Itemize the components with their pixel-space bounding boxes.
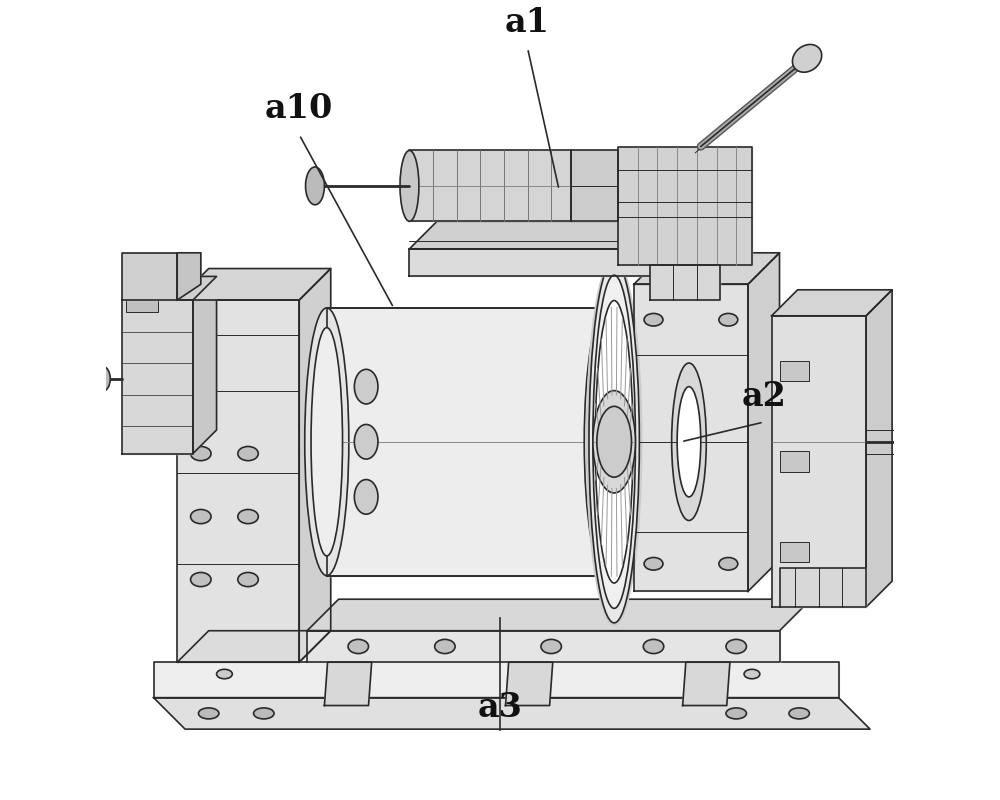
Ellipse shape <box>589 261 639 623</box>
Ellipse shape <box>744 670 760 678</box>
Ellipse shape <box>541 639 561 654</box>
Polygon shape <box>409 249 685 277</box>
Polygon shape <box>683 662 730 706</box>
Polygon shape <box>122 277 217 300</box>
Ellipse shape <box>789 708 809 719</box>
Ellipse shape <box>587 258 642 626</box>
Polygon shape <box>748 253 780 591</box>
Polygon shape <box>650 265 720 300</box>
Polygon shape <box>154 698 870 729</box>
Ellipse shape <box>311 328 343 556</box>
Polygon shape <box>772 290 892 316</box>
Polygon shape <box>327 308 606 576</box>
Ellipse shape <box>719 314 738 326</box>
Ellipse shape <box>254 708 274 719</box>
Ellipse shape <box>348 639 369 654</box>
Ellipse shape <box>644 558 663 570</box>
Ellipse shape <box>238 446 258 461</box>
Ellipse shape <box>354 479 378 514</box>
Ellipse shape <box>719 558 738 570</box>
Ellipse shape <box>597 406 631 477</box>
Ellipse shape <box>593 275 635 608</box>
Polygon shape <box>177 300 299 662</box>
Ellipse shape <box>644 314 663 326</box>
Bar <box>780 361 809 381</box>
Bar <box>780 542 809 562</box>
Ellipse shape <box>677 386 701 497</box>
Polygon shape <box>177 269 331 300</box>
Text: a2: a2 <box>741 380 786 413</box>
Polygon shape <box>409 222 713 249</box>
Ellipse shape <box>191 573 211 586</box>
Ellipse shape <box>217 670 232 678</box>
Ellipse shape <box>726 708 746 719</box>
Ellipse shape <box>595 301 633 583</box>
Ellipse shape <box>198 708 219 719</box>
Polygon shape <box>866 290 892 607</box>
Polygon shape <box>324 662 372 706</box>
Polygon shape <box>307 599 811 630</box>
Polygon shape <box>634 284 748 591</box>
Ellipse shape <box>435 639 455 654</box>
Ellipse shape <box>95 366 110 391</box>
Polygon shape <box>122 253 177 300</box>
Polygon shape <box>772 316 866 607</box>
Ellipse shape <box>191 510 211 524</box>
Ellipse shape <box>591 328 622 556</box>
Polygon shape <box>307 630 780 662</box>
Polygon shape <box>571 150 618 222</box>
Ellipse shape <box>306 167 324 205</box>
Polygon shape <box>154 662 839 698</box>
Ellipse shape <box>191 446 211 461</box>
Polygon shape <box>409 150 571 222</box>
Polygon shape <box>780 568 866 607</box>
Polygon shape <box>506 662 553 706</box>
Ellipse shape <box>643 639 664 654</box>
Text: a3: a3 <box>478 690 522 724</box>
Ellipse shape <box>354 370 378 404</box>
Ellipse shape <box>305 308 349 576</box>
Text: a10: a10 <box>265 92 333 126</box>
Ellipse shape <box>400 150 419 222</box>
Polygon shape <box>193 300 217 454</box>
Polygon shape <box>299 269 331 662</box>
Polygon shape <box>177 630 331 662</box>
Text: a1: a1 <box>505 6 550 38</box>
Polygon shape <box>122 300 193 454</box>
Bar <box>126 292 158 312</box>
Ellipse shape <box>238 510 258 524</box>
Ellipse shape <box>726 639 746 654</box>
Ellipse shape <box>238 573 258 586</box>
Bar <box>780 451 809 472</box>
Polygon shape <box>634 253 780 284</box>
Polygon shape <box>177 253 201 300</box>
Ellipse shape <box>593 390 635 493</box>
Ellipse shape <box>584 308 628 576</box>
Ellipse shape <box>792 45 822 72</box>
Ellipse shape <box>672 363 706 521</box>
Polygon shape <box>618 146 752 265</box>
Ellipse shape <box>354 425 378 459</box>
